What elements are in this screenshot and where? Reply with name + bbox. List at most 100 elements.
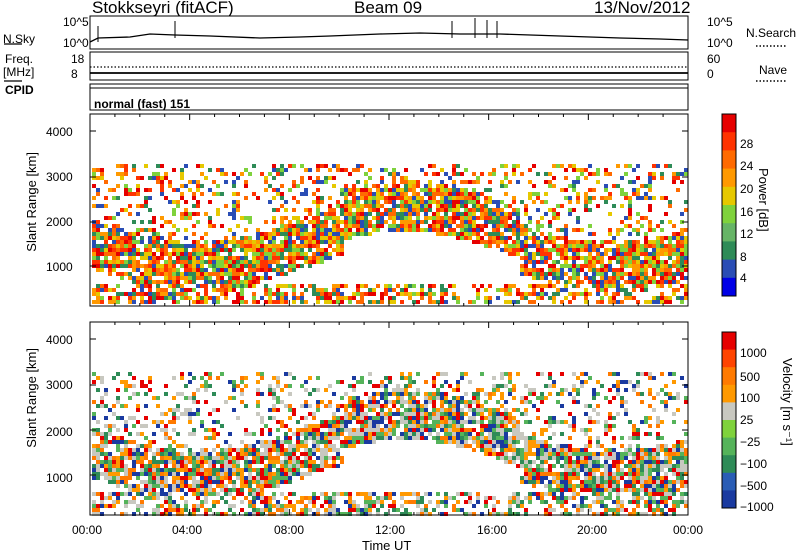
range-cell (160, 216, 164, 220)
range-cell (392, 188, 396, 192)
range-cell (632, 252, 636, 256)
range-cell (544, 476, 548, 480)
range-cell (304, 512, 308, 516)
range-cell (392, 208, 396, 212)
range-cell (504, 460, 508, 464)
range-cell (264, 268, 268, 272)
range-cell (640, 244, 644, 248)
range-cell (192, 248, 196, 252)
range-cell (580, 248, 584, 252)
range-cell (416, 200, 420, 204)
range-cell (560, 452, 564, 456)
range-cell (632, 480, 636, 484)
range-cell (208, 256, 212, 260)
range-cell (328, 440, 332, 444)
range-cell (664, 248, 668, 252)
range-cell (424, 408, 428, 412)
range-cell (460, 428, 464, 432)
range-cell (244, 240, 248, 244)
range-cell (252, 488, 256, 492)
range-cell (552, 248, 556, 252)
range-cell (596, 260, 600, 264)
range-cell (216, 444, 220, 448)
range-cell (556, 228, 560, 232)
range-cell (496, 500, 500, 504)
range-cell (240, 468, 244, 472)
range-cell (244, 468, 248, 472)
range-cell (600, 452, 604, 456)
range-cell (620, 300, 624, 304)
range-cell (660, 172, 664, 176)
range-cell (216, 300, 220, 304)
range-cell (276, 376, 280, 380)
range-cell (108, 188, 112, 192)
range-cell (156, 264, 160, 268)
range-cell (160, 452, 164, 456)
range-cell (544, 260, 548, 264)
range-cell (224, 256, 228, 260)
range-cell (412, 204, 416, 208)
range-cell (472, 220, 476, 224)
range-cell (288, 228, 292, 232)
range-cell (268, 384, 272, 388)
range-cell (436, 200, 440, 204)
range-cell (584, 404, 588, 408)
range-cell (276, 448, 280, 452)
range-cell (388, 200, 392, 204)
range-cell (304, 460, 308, 464)
range-cell (552, 496, 556, 500)
range-cell (264, 236, 268, 240)
range-cell (164, 452, 168, 456)
range-cell (280, 472, 284, 476)
range-cell (272, 392, 276, 396)
range-cell (132, 460, 136, 464)
range-cell (116, 496, 120, 500)
range-cell (660, 300, 664, 304)
range-cell (368, 204, 372, 208)
range-cell (408, 436, 412, 440)
range-cell (176, 240, 180, 244)
range-cell (132, 468, 136, 472)
range-cell (92, 168, 96, 172)
range-cell (540, 444, 544, 448)
range-cell (288, 372, 292, 376)
range-cell (524, 208, 528, 212)
range-cell (436, 504, 440, 508)
range-cell (328, 496, 332, 500)
range-cell (160, 292, 164, 296)
range-cell (152, 432, 156, 436)
range-cell (544, 396, 548, 400)
range-cell (196, 180, 200, 184)
range-cell (612, 440, 616, 444)
range-cell (684, 276, 688, 280)
range-cell (172, 244, 176, 248)
time-xtick: 12:00 (375, 523, 406, 537)
range-cell (184, 184, 188, 188)
range-cell (644, 268, 648, 272)
range-cell (196, 408, 200, 412)
range-cell (532, 300, 536, 304)
range-cell (96, 192, 100, 196)
range-cell (636, 176, 640, 180)
range-cell (236, 260, 240, 264)
range-cell (280, 460, 284, 464)
range-cell (156, 424, 160, 428)
range-cell (376, 508, 380, 512)
range-cell (664, 264, 668, 268)
range-cell (508, 420, 512, 424)
range-cell (612, 476, 616, 480)
range-cell (152, 480, 156, 484)
range-cell (644, 244, 648, 248)
range-cell (120, 244, 124, 248)
range-cell (536, 292, 540, 296)
range-cell (396, 192, 400, 196)
range-cell (240, 296, 244, 300)
range-cell (220, 268, 224, 272)
range-cell (460, 224, 464, 228)
range-cell (428, 492, 432, 496)
range-cell (308, 264, 312, 268)
range-cell (116, 388, 120, 392)
range-cell (300, 232, 304, 236)
range-cell (484, 296, 488, 300)
range-cell (544, 452, 548, 456)
